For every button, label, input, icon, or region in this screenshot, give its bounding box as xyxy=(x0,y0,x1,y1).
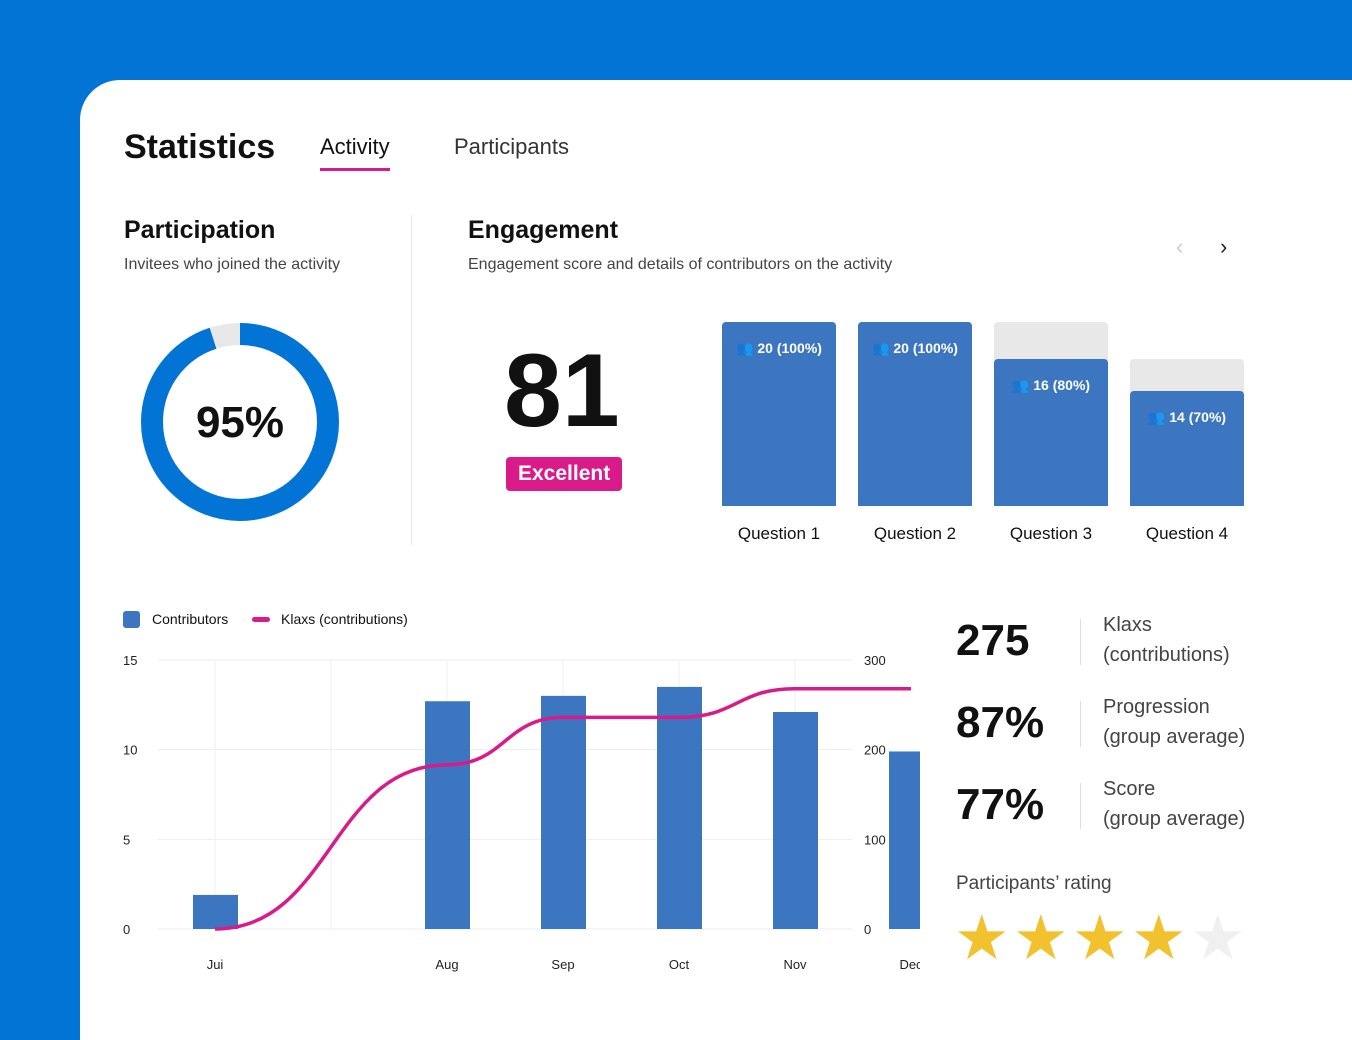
question-bar-fill: 👥 16 (80%) xyxy=(994,358,1108,506)
question-bar-fill: 👥 20 (100%) xyxy=(722,322,836,506)
question-value: 20 (100%) xyxy=(757,340,822,356)
contributors-chart: 0 0 5 100 10 200 15 300 Jui Aug Sep Oct Nov Dec xyxy=(123,653,920,972)
prev-arrow-icon[interactable]: ‹ xyxy=(1176,234,1184,259)
question-bar-fill: 👥 14 (70%) xyxy=(1130,391,1244,506)
stat-label: Progression xyxy=(1103,696,1210,718)
participation-subtitle: Invitees who joined the activity xyxy=(124,256,341,273)
legend-contributors: Contributors xyxy=(152,611,229,627)
bar-contributors xyxy=(773,712,818,929)
y-left-tick: 5 xyxy=(123,832,130,847)
stat-separator xyxy=(1080,783,1081,829)
x-tick: Dec xyxy=(899,957,920,972)
tab-activity[interactable]: Activity xyxy=(320,134,390,171)
bar-contributors xyxy=(889,751,920,929)
y-right-tick: 0 xyxy=(864,922,871,937)
question-label: Question 4 xyxy=(1145,524,1229,543)
question-bar: 👥 16 (80%) xyxy=(994,322,1108,506)
question-value: 14 (70%) xyxy=(1169,409,1227,425)
y-left-tick: 0 xyxy=(123,922,130,937)
stat-separator xyxy=(1080,619,1081,665)
rating-badge: Excellent xyxy=(506,457,623,491)
question-label: Question 3 xyxy=(1009,524,1093,543)
x-tick: Oct xyxy=(669,957,690,972)
star-filled-icon: ★ xyxy=(954,904,1010,973)
question-bar-fill: 👥 20 (100%) xyxy=(858,322,972,506)
donut-fill xyxy=(141,323,339,521)
stat-label: Klaxs xyxy=(1103,614,1152,636)
bar-contributors xyxy=(425,701,470,929)
divider xyxy=(411,215,412,545)
star-filled-icon: ★ xyxy=(1072,904,1128,973)
star-filled-icon: ★ xyxy=(1131,904,1187,973)
stat-value: 87% xyxy=(956,698,1045,747)
question-bar: 👥 20 (100%) xyxy=(722,322,836,506)
x-tick: Jui xyxy=(207,957,224,972)
rating-label: Participants’ rating xyxy=(956,873,1112,894)
star-empty-icon: ★ xyxy=(1190,904,1246,973)
bar-contributors xyxy=(541,695,586,929)
y-left-tick: 15 xyxy=(123,653,137,668)
stat-label-sub: (group average) xyxy=(1103,726,1246,748)
question-value: 20 (100%) xyxy=(893,340,958,356)
participation-donut xyxy=(141,323,339,521)
x-tick: Sep xyxy=(551,957,574,972)
question-bar: 👥 20 (100%) xyxy=(858,322,972,506)
participants-icon: 👥 xyxy=(872,340,894,356)
engagement-subtitle: Engagement score and details of contribu… xyxy=(468,256,893,273)
next-arrow-icon[interactable]: › xyxy=(1220,234,1228,259)
stat-separator xyxy=(1080,701,1081,747)
x-tick: Nov xyxy=(783,957,807,972)
y-right-tick: 200 xyxy=(864,743,886,758)
line-klaxs xyxy=(214,686,911,931)
participation-title: Participation xyxy=(124,216,276,244)
legend-swatch-contributors xyxy=(123,611,140,628)
legend-swatch-klaxs xyxy=(252,617,270,622)
stat-value: 275 xyxy=(956,616,1030,665)
bar-contributors xyxy=(657,686,702,929)
tab-participants[interactable]: Participants xyxy=(454,134,569,159)
question-bar: 👥 14 (70%) xyxy=(1130,322,1244,506)
question-label: Question 1 xyxy=(737,524,821,543)
y-left-tick: 10 xyxy=(123,743,137,758)
engagement-title: Engagement xyxy=(468,216,619,244)
participants-icon: 👥 xyxy=(1011,376,1034,393)
participation-percent: 95% xyxy=(195,398,285,447)
engagement-score: 81 xyxy=(504,333,620,449)
stat-label-sub: (group average) xyxy=(1103,808,1246,830)
star-filled-icon: ★ xyxy=(1013,904,1069,973)
y-right-tick: 100 xyxy=(864,832,886,847)
question-label: Question 2 xyxy=(873,524,957,543)
bar-contributors xyxy=(193,894,238,929)
y-right-tick: 300 xyxy=(864,653,886,668)
stat-label: Score xyxy=(1103,778,1156,800)
stat-label-sub: (contributions) xyxy=(1103,644,1230,666)
stat-value: 77% xyxy=(956,780,1045,829)
question-value: 16 (80%) xyxy=(1033,376,1091,393)
x-tick: Aug xyxy=(435,957,458,972)
participants-icon: 👥 xyxy=(736,340,758,356)
participants-icon: 👥 xyxy=(1147,409,1170,425)
legend-klaxs: Klaxs (contributions) xyxy=(281,611,408,627)
page-title: Statistics xyxy=(124,128,276,166)
statistics-card: Statistics Activity Participants Partici… xyxy=(80,80,1352,1040)
